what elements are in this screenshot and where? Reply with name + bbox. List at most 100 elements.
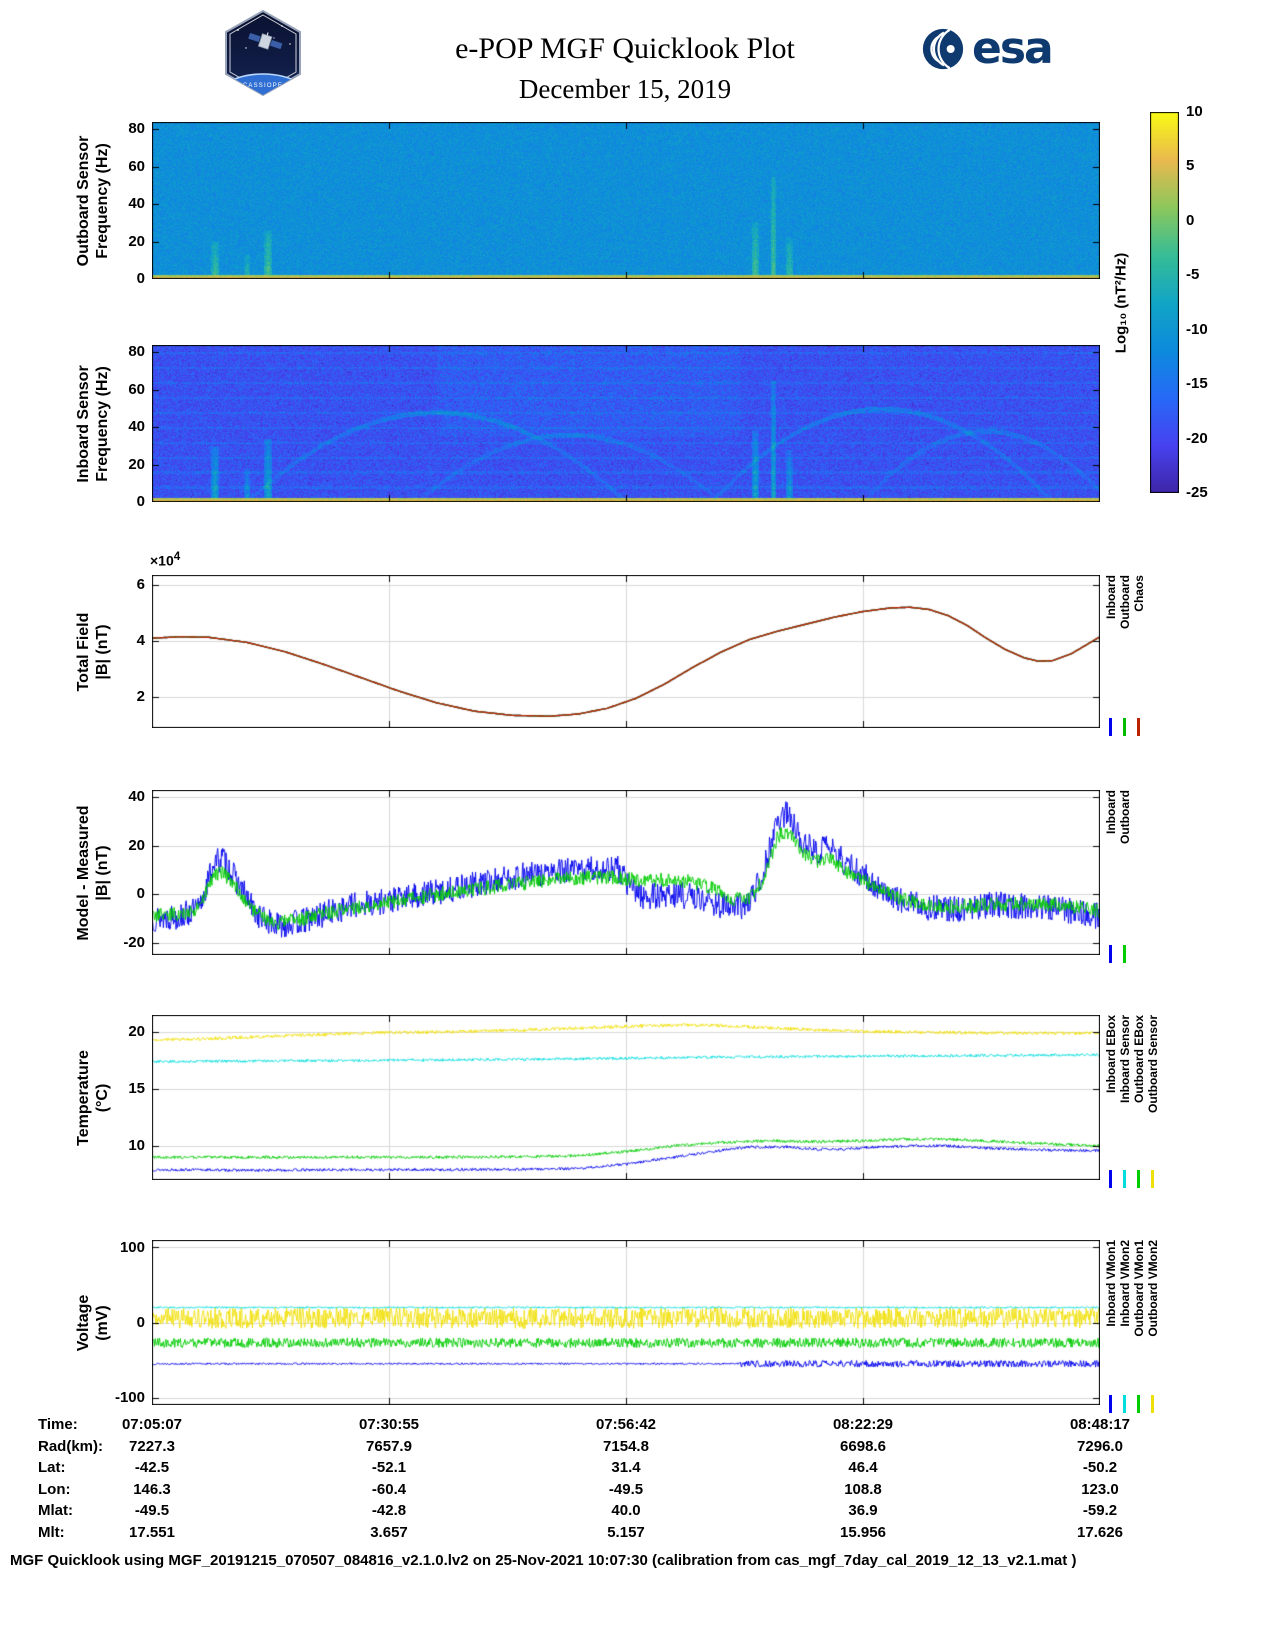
legend-line-sample: [1151, 1395, 1154, 1413]
legend-line-sample: [1123, 718, 1126, 736]
legend-label: Inboard VMon2: [1117, 1240, 1132, 1327]
outboard-spectrogram-panel: [152, 122, 1100, 279]
legend-entry: Inboard Sensor: [1118, 1015, 1132, 1188]
ephem-row-label: Rad(km):: [38, 1437, 104, 1455]
model-measured-panel: [152, 790, 1100, 955]
y-tick-label: -100: [114, 1388, 145, 1406]
total-field-canvas: [152, 575, 1100, 728]
ephem-row-label: Lon:: [38, 1480, 71, 1498]
cassiope-badge-icon: CASSIOPE: [225, 9, 301, 97]
legend-entry: Outboard EBox: [1131, 1015, 1146, 1188]
model-measured-canvas: [152, 790, 1100, 955]
legend-label: Outboard: [1117, 790, 1132, 844]
y-tick-label: 20: [128, 455, 145, 473]
ephem-value: 123.0: [1081, 1480, 1119, 1498]
esa-wordmark: esa: [972, 23, 1054, 74]
ephem-value: 40.0: [611, 1502, 641, 1519]
legend-entry: Outboard VMon1: [1131, 1240, 1146, 1413]
cassiope-mission-logo: CASSIOPE: [222, 8, 304, 98]
colorbar-tick-label: -20: [1186, 429, 1208, 447]
ephem-row-label: Mlt:: [38, 1523, 65, 1541]
legend-label: Outboard EBox: [1131, 1015, 1146, 1104]
legend-line-sample: [1109, 1170, 1112, 1188]
model-measured-legend: Inboard Outboard: [1103, 790, 1132, 963]
legend-entry: Outboard: [1117, 790, 1132, 963]
ephem-row-label: Mlat:: [38, 1502, 73, 1519]
y-tick-label: 40: [128, 418, 145, 436]
total-field-ylabel: Total Field |B| (nT): [75, 612, 111, 691]
temperature-panel: [152, 1015, 1100, 1180]
total-field-panel: [152, 575, 1100, 728]
esa-logo: esa: [920, 23, 1054, 74]
y-tick-label: 0: [136, 270, 145, 287]
outboard-spectrogram-canvas: [152, 122, 1100, 279]
esa-emblem-icon: [922, 28, 964, 70]
ephem-row-label: Lat:: [38, 1459, 66, 1476]
legend-entry: Outboard Sensor: [1145, 1015, 1160, 1188]
ephem-value: 146.3: [133, 1480, 171, 1498]
colorbar-tick-label: 10: [1186, 103, 1203, 120]
y-tick-label: 0: [136, 885, 145, 903]
y-tick-label: 100: [119, 1238, 145, 1256]
y-tick-label: 0: [136, 1313, 145, 1331]
legend-entry: Inboard: [1103, 575, 1118, 736]
ephem-value: 5.157: [607, 1523, 645, 1541]
colorbar-tick-label: 5: [1186, 157, 1195, 175]
colorbar-tick-label: -15: [1186, 375, 1208, 393]
y-tick-label: 10: [128, 1136, 145, 1154]
ephem-value: 6698.6: [840, 1437, 886, 1455]
y-tick-label: 4: [136, 631, 145, 649]
ephem-value: 07:56:42: [595, 1416, 657, 1433]
ephem-value: 31.4: [611, 1459, 641, 1476]
y-tick-label: -20: [123, 933, 145, 951]
legend-line-sample: [1137, 718, 1140, 736]
legend-line-sample: [1109, 945, 1112, 963]
inboard-spectrogram-panel: [152, 345, 1100, 502]
legend-label: Outboard Sensor: [1145, 1015, 1160, 1114]
y-tick-label: 40: [128, 788, 145, 806]
ephem-value: -52.1: [371, 1459, 407, 1476]
y-tick-label: 80: [128, 343, 145, 361]
legend-line-sample: [1123, 1170, 1126, 1188]
plot-title: e-POP MGF Quicklook Plot: [455, 32, 795, 65]
ephem-value: 17.551: [129, 1523, 175, 1541]
ephem-value: 17.626: [1077, 1523, 1123, 1541]
ephem-value: 46.4: [848, 1459, 878, 1476]
y-tick-label: 20: [128, 836, 145, 854]
colorbar-tick-label: 0: [1186, 211, 1195, 229]
ephem-value: 108.8: [844, 1480, 882, 1498]
legend-label: Inboard: [1103, 790, 1118, 834]
y-tick-label: 60: [128, 380, 145, 398]
legend-label: Chaos: [1131, 575, 1146, 612]
ephem-value: 7657.9: [366, 1437, 412, 1455]
legend-label: Outboard VMon2: [1145, 1240, 1160, 1337]
legend-label: Inboard: [1103, 575, 1118, 619]
colorbar-tick-label: -5: [1186, 266, 1200, 284]
legend-entry: Inboard VMon1: [1104, 1240, 1118, 1413]
cassiope-badge-label: CASSIOPE: [243, 83, 283, 89]
ephem-value: 15.956: [840, 1523, 886, 1541]
legend-entry: Inboard EBox: [1104, 1015, 1118, 1188]
ephem-value: 3.657: [370, 1523, 408, 1541]
plot-date: December 15, 2019: [518, 74, 732, 104]
total-field-exponent-label: ×104: [150, 550, 181, 569]
total-field-legend: Inboard Outboard Chaos: [1103, 575, 1146, 736]
ephem-value: 07:30:55: [358, 1416, 420, 1433]
y-tick-label: 15: [128, 1079, 145, 1097]
ephem-value: 7296.0: [1077, 1437, 1123, 1455]
legend-entry: Outboard: [1118, 575, 1132, 736]
y-tick-label: 2: [136, 688, 145, 706]
legend-line-sample: [1137, 1170, 1140, 1188]
ephem-value: 36.9: [848, 1502, 878, 1519]
y-tick-label: 20: [128, 232, 145, 250]
legend-label: Outboard VMon1: [1131, 1240, 1146, 1337]
legend-line-sample: [1109, 718, 1112, 736]
ephem-row-label: Time:: [38, 1416, 78, 1433]
legend-line-sample: [1123, 945, 1126, 963]
legend-line-sample: [1109, 1395, 1112, 1413]
legend-entry: Chaos: [1131, 575, 1146, 736]
legend-entry: Inboard: [1103, 790, 1118, 963]
ephem-value: -59.2: [1082, 1502, 1118, 1519]
legend-line-sample: [1137, 1395, 1140, 1413]
